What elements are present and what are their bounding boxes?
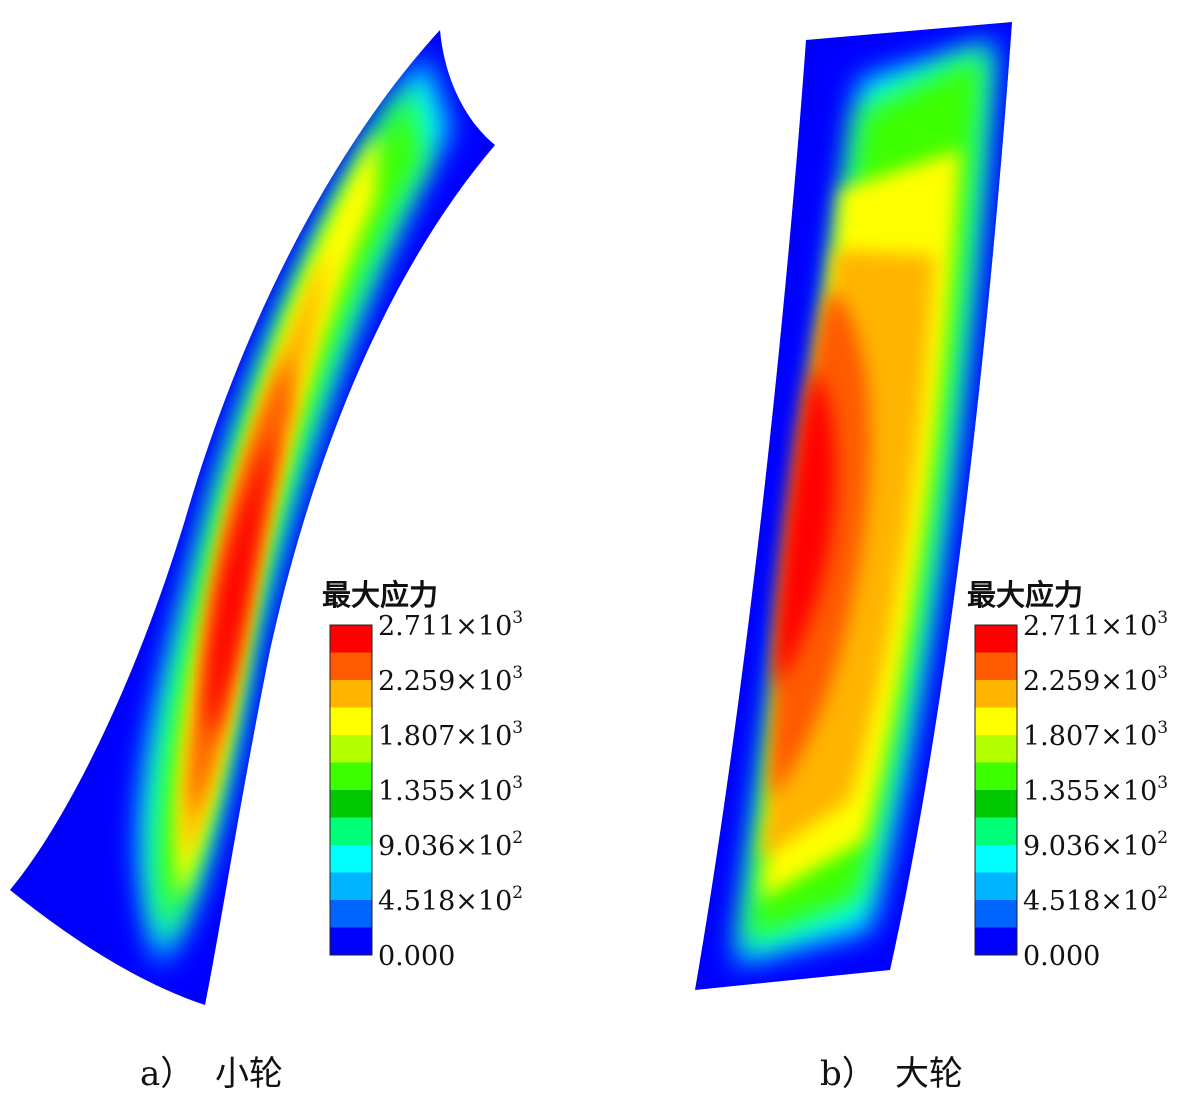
legend-swatch <box>330 707 372 736</box>
pinion-tooth-contour <box>10 30 495 1005</box>
legend-label: 1.807×103 <box>1023 718 1168 752</box>
legend-swatch <box>330 735 372 763</box>
pinion-caption-letter: a） <box>140 1054 194 1094</box>
legend-swatch <box>330 680 372 708</box>
legend-label: 1.355×103 <box>1023 773 1168 807</box>
legend-swatch <box>975 900 1017 928</box>
legend-frame <box>974 624 1018 956</box>
legend-label: 1.355×103 <box>378 773 523 807</box>
gear-caption-letter: b） <box>820 1054 876 1094</box>
legend-label: 1.807×103 <box>378 718 523 752</box>
legend-swatch <box>330 790 372 818</box>
legend-label: 2.711×103 <box>378 608 523 642</box>
legend-label: 2.259×103 <box>1023 663 1168 697</box>
legend-swatch <box>975 845 1017 873</box>
legend-frame <box>329 624 373 956</box>
legend-label: 9.036×102 <box>378 828 523 862</box>
legend-swatch <box>330 817 372 846</box>
legend-swatch <box>330 927 372 956</box>
legend-label: 4.518×102 <box>378 883 523 917</box>
legend-label: 2.711×103 <box>1023 608 1168 642</box>
legend-title: 最大应力 <box>967 578 1083 612</box>
legend-swatch <box>330 652 372 681</box>
legend-label: 9.036×102 <box>1023 828 1168 862</box>
legend-title: 最大应力 <box>322 578 438 612</box>
legend-swatch <box>975 872 1017 901</box>
legend-swatch <box>975 735 1017 763</box>
legend-swatch <box>975 652 1017 681</box>
legend-label: 0.000 <box>1023 941 1100 972</box>
legend-swatch <box>330 872 372 901</box>
legend-label: 4.518×102 <box>1023 883 1168 917</box>
pinion-caption-text: 小轮 <box>215 1054 283 1094</box>
legend-swatch <box>975 680 1017 708</box>
legend-swatch <box>330 625 372 653</box>
gear-caption-text: 大轮 <box>895 1054 963 1094</box>
legend-label: 0.000 <box>378 941 455 972</box>
legend-swatch <box>975 625 1017 653</box>
legend-swatch <box>975 790 1017 818</box>
legend-swatch <box>975 707 1017 736</box>
legend-swatch <box>975 927 1017 956</box>
legend-label: 2.259×103 <box>378 663 523 697</box>
legend-swatch <box>330 845 372 873</box>
legend-swatch <box>975 817 1017 846</box>
legend-swatch <box>330 762 372 791</box>
pinion-stress-field <box>139 55 495 1005</box>
legend-swatch <box>330 900 372 928</box>
legend-swatch <box>975 762 1017 791</box>
